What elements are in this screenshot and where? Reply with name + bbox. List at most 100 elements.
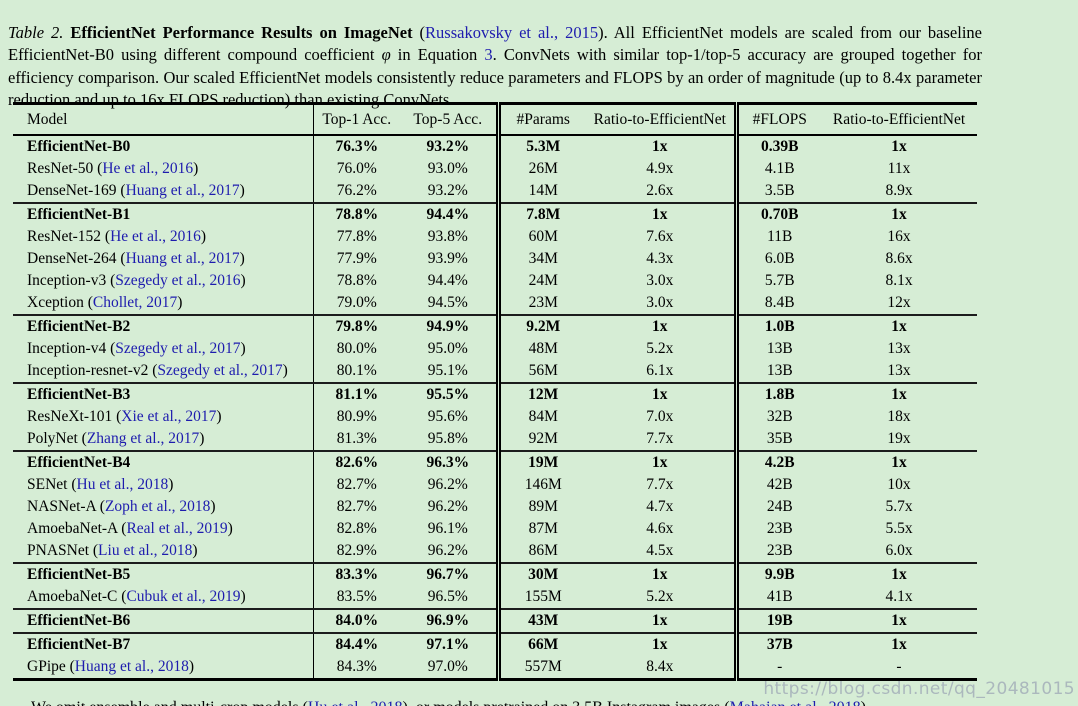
params-ratio-cell: 5.2x bbox=[586, 586, 736, 610]
text-segment: ) bbox=[240, 588, 246, 605]
table-caption: Table 2. EfficientNet Performance Result… bbox=[8, 22, 982, 112]
params-ratio-cell: 4.9x bbox=[646, 160, 674, 177]
flops-cell: 5.7B bbox=[733, 270, 821, 292]
citation-link[interactable]: Liu et al., 2018 bbox=[98, 542, 193, 559]
top1-acc-cell: 82.8% bbox=[312, 518, 400, 540]
convnet-row: ResNeXt-101 (Xie et al., 2017) 80.9% 95.6%… bbox=[13, 406, 977, 428]
params-cell: 60M bbox=[495, 226, 586, 248]
params-cell: 89M bbox=[495, 496, 586, 518]
params-cell: 86M bbox=[495, 540, 586, 564]
efficientnet-row: EfficientNet-B6 84.0% 96.9% 43M 1x 19B 1x bbox=[13, 609, 977, 634]
top1-acc-cell: 80.9% bbox=[312, 406, 400, 428]
convnet-row: GPipe (Huang et al., 2018) 84.3% 97.0% 557M… bbox=[13, 656, 977, 680]
params-cell: 557M bbox=[495, 656, 586, 680]
text-segment: PolyNet ( bbox=[27, 430, 87, 447]
citation-link[interactable]: Xie et al., 2017 bbox=[121, 408, 217, 425]
citation-link[interactable]: Real et al., 2019 bbox=[126, 520, 228, 537]
citation-link[interactable]: Hu et al., 2018 bbox=[308, 699, 403, 706]
citation-link[interactable]: Zhang et al., 2017 bbox=[86, 430, 200, 447]
text-segment: SENet ( bbox=[27, 476, 77, 493]
citation-link[interactable]: He et al., 2016 bbox=[110, 228, 201, 245]
text-segment: Inception-v4 ( bbox=[27, 340, 116, 357]
citation-link[interactable]: 3 bbox=[484, 45, 493, 64]
citation-link[interactable]: Szegedy et al., 2017 bbox=[157, 362, 283, 379]
citation-link[interactable]: Cubuk et al., 2019 bbox=[126, 588, 241, 605]
text-segment: ) bbox=[188, 658, 195, 675]
top1-acc-cell: 76.2% bbox=[312, 180, 400, 204]
params-ratio-cell: 1x bbox=[652, 138, 668, 155]
top1-acc-cell: 79.0% bbox=[312, 292, 400, 316]
flops-ratio-cell: 11x bbox=[887, 160, 911, 177]
citation-link[interactable]: Huang et al., 2017 bbox=[125, 250, 240, 267]
text-segment: EfficientNet-B1 bbox=[27, 206, 131, 223]
citation-link[interactable]: Hu et al., 2018 bbox=[76, 476, 169, 493]
model-cell: DenseNet-264 (Huang et al., 2017) bbox=[13, 248, 313, 270]
flops-ratio-cell: 1x bbox=[821, 609, 977, 634]
params-cell: 155M bbox=[495, 586, 586, 610]
params-cell: 12M bbox=[495, 383, 586, 406]
text-segment: ) bbox=[168, 476, 174, 493]
top5-acc-cell: 93.2% bbox=[426, 138, 470, 155]
model-cell: EfficientNet-B4 bbox=[13, 451, 313, 474]
text-segment: EfficientNet-B3 bbox=[27, 386, 131, 403]
text-segment: EfficientNet-B7 bbox=[27, 636, 131, 653]
model-cell: AmoebaNet-A (Real et al., 2019) bbox=[13, 518, 313, 540]
efficientnet-row: EfficientNet-B5 83.3% 96.7% 30M 1x 9.9B 1x bbox=[13, 563, 977, 586]
flops-cell: 0.70B bbox=[733, 203, 821, 226]
top5-acc-cell: 93.0% bbox=[427, 160, 468, 177]
text-segment: ) bbox=[227, 520, 233, 537]
flops-ratio-cell: 4.1x bbox=[821, 586, 977, 610]
top5-acc-cell: 96.5% bbox=[400, 586, 498, 610]
citation-link[interactable]: He et al., 2016 bbox=[102, 160, 194, 177]
text-segment: Inception-resnet-v2 ( bbox=[27, 362, 158, 379]
flops-ratio-cell: 8.6x bbox=[885, 250, 913, 267]
citation-link[interactable]: Huang et al., 2017 bbox=[125, 182, 240, 199]
citation-link[interactable]: Russakovsky et al., 2015 bbox=[425, 22, 599, 42]
text-segment: ) bbox=[282, 362, 288, 379]
convnet-row: PolyNet (Zhang et al., 2017) 81.3% 95.8% 92… bbox=[13, 428, 977, 452]
citation-link[interactable]: Mahajan et al., 2018 bbox=[730, 699, 861, 706]
top5-acc-cell: 93.2% bbox=[400, 180, 498, 204]
citation-link[interactable]: Szegedy et al., 2017 bbox=[115, 340, 241, 357]
csdn-watermark: https://blog.csdn.net/qq_20481015 bbox=[763, 679, 1075, 699]
flops-cell: 41B bbox=[733, 586, 821, 610]
top1-acc-cell: 82.9% bbox=[312, 540, 400, 564]
top5-acc-cell: 96.1% bbox=[427, 520, 468, 537]
citation-link[interactable]: Chollet, 2017 bbox=[92, 294, 178, 311]
flops-cell: 6.0B bbox=[733, 248, 821, 270]
table-footnote: We omit ensemble and multi-crop models (… bbox=[13, 697, 977, 706]
model-cell: AmoebaNet-C (Cubuk et al., 2019) bbox=[13, 586, 313, 610]
col-header-model: Model bbox=[13, 103, 313, 136]
top5-acc-cell: 96.2% bbox=[400, 540, 498, 564]
citation-link[interactable]: Huang et al., 2018 bbox=[74, 658, 189, 675]
flops-cell: 37B bbox=[733, 633, 821, 656]
model-cell: EfficientNet-B2 bbox=[13, 315, 313, 338]
params-ratio-cell: 4.3x bbox=[646, 250, 674, 267]
flops-ratio-cell: 13x bbox=[887, 340, 911, 357]
top1-acc-cell: 80.1% bbox=[312, 360, 400, 384]
col-header-params-ratio: Ratio-to-EfficientNet bbox=[586, 103, 736, 136]
citation-link[interactable]: Zoph et al., 2018 bbox=[104, 498, 211, 515]
top5-acc-cell: 97.1% bbox=[426, 636, 470, 653]
params-ratio-cell: 4.7x bbox=[646, 498, 674, 515]
convnet-row: Inception-resnet-v2 (Szegedy et al., 201… bbox=[13, 360, 977, 384]
text-segment: ResNet-152 ( bbox=[27, 228, 111, 245]
model-cell: EfficientNet-B0 bbox=[13, 135, 313, 158]
citation-link[interactable]: Szegedy et al., 2016 bbox=[115, 272, 241, 289]
table-body: EfficientNet-B0 76.3% 93.2% 5.3M 1x 0.39B 1x Re… bbox=[13, 135, 977, 680]
params-cell: 87M bbox=[495, 518, 586, 540]
text-segment: EfficientNet-B6 bbox=[27, 612, 131, 629]
params-ratio-cell: 1x bbox=[586, 609, 736, 634]
text-segment: in Equation bbox=[390, 45, 485, 64]
flops-ratio-cell: 10x bbox=[887, 476, 911, 493]
header-row: Model Top-1 Acc. Top-5 Acc. #Params Rati… bbox=[13, 103, 977, 136]
flops-ratio-cell: 16x bbox=[887, 228, 911, 245]
model-cell: EfficientNet-B1 bbox=[13, 203, 313, 226]
flops-ratio-cell: 5.5x bbox=[885, 520, 913, 537]
flops-ratio-cell: 1x bbox=[891, 636, 907, 653]
flops-ratio-cell: 6.0x bbox=[821, 540, 977, 564]
text-segment: ) bbox=[216, 408, 222, 425]
text-segment: ) bbox=[240, 340, 246, 357]
top1-acc-cell: 84.4% bbox=[312, 633, 400, 656]
convnet-row: NASNet-A (Zoph et al., 2018) 82.7% 96.2% 89… bbox=[13, 496, 977, 518]
